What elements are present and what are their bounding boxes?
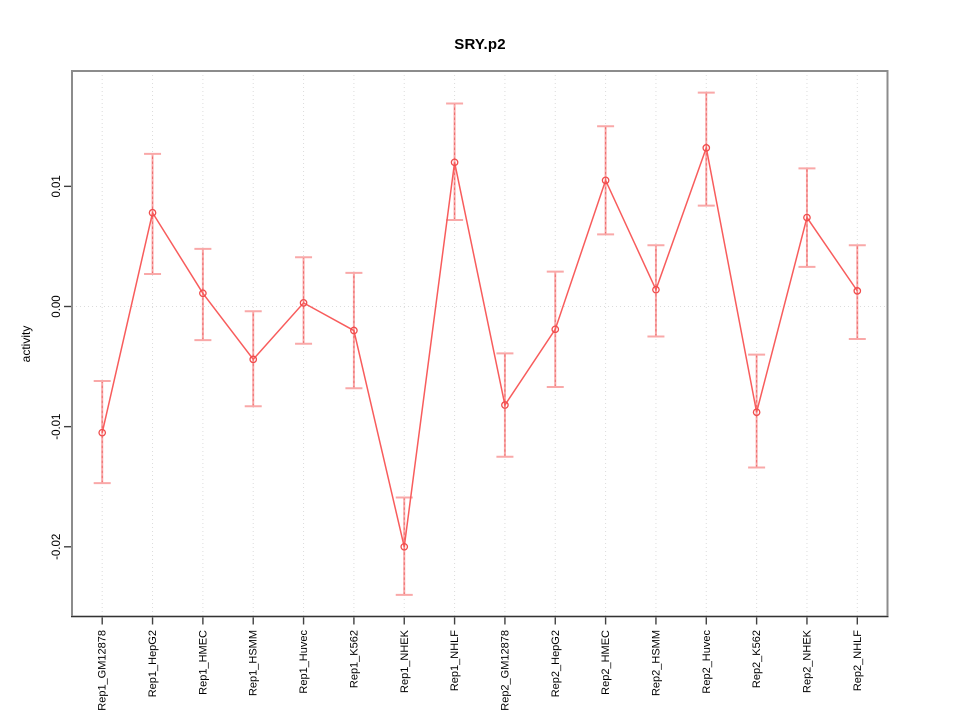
data-point-marker bbox=[199, 289, 207, 298]
data-point-marker bbox=[652, 285, 660, 294]
data-line bbox=[101, 145, 858, 547]
x-category-label: Rep2_K562 bbox=[751, 630, 763, 688]
x-category-label: Rep1_HepG2 bbox=[147, 630, 159, 697]
x-category-label: Rep1_HSMM bbox=[248, 630, 260, 696]
data-point-marker bbox=[752, 408, 761, 417]
x-category-label: Rep1_Huvec bbox=[298, 630, 310, 694]
x-category-label: Rep1_NHLF bbox=[449, 630, 461, 691]
data-point-marker bbox=[803, 213, 811, 222]
x-category-label: Rep2_GM12878 bbox=[499, 630, 511, 711]
data-point-marker bbox=[400, 542, 409, 551]
y-tick-label: 0.00 bbox=[51, 295, 63, 317]
x-category-label: Rep2_HMEC bbox=[600, 630, 612, 695]
y-tick-label: -0.01 bbox=[51, 414, 63, 440]
x-category-label: Rep2_HepG2 bbox=[550, 630, 562, 697]
data-point-marker bbox=[501, 401, 509, 409]
data-point-marker bbox=[299, 299, 308, 307]
x-category-label: Rep2_HSMM bbox=[650, 630, 662, 696]
x-category-label: Rep2_Huvec bbox=[701, 630, 713, 694]
chart-title: SRY.p2 bbox=[454, 36, 506, 53]
x-category-label: Rep1_HMEC bbox=[197, 630, 209, 695]
y-tick-label: -0.02 bbox=[51, 534, 63, 560]
data-point-marker bbox=[551, 325, 560, 334]
data-point-marker bbox=[601, 176, 610, 185]
data-point-marker bbox=[148, 208, 157, 217]
y-tick-label: 0.01 bbox=[51, 175, 63, 197]
data-point-marker bbox=[450, 158, 459, 167]
data-point-marker bbox=[98, 428, 107, 437]
x-category-label: Rep2_NHEK bbox=[801, 629, 813, 693]
plot-box bbox=[71, 70, 889, 618]
data-point-marker bbox=[350, 326, 358, 335]
x-category-label: Rep2_NHLF bbox=[852, 630, 864, 691]
x-category-label: Rep1_NHEK bbox=[399, 629, 411, 693]
data-point-marker bbox=[249, 355, 258, 364]
data-point-marker bbox=[702, 144, 711, 152]
x-category-label: Rep1_GM12878 bbox=[97, 630, 109, 711]
data-point-marker bbox=[853, 287, 862, 295]
x-category-label: Rep1_K562 bbox=[348, 630, 360, 688]
